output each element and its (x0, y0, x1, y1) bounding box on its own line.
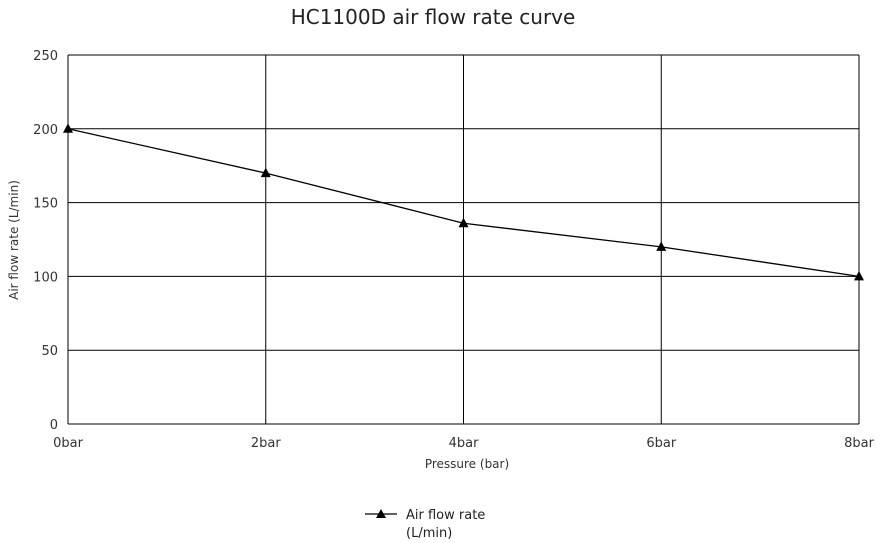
grid-lines (67, 54, 860, 425)
legend-label-line2: (L/min) (406, 526, 452, 541)
x-tick-label-1: 2bar (251, 436, 281, 451)
chart-title: HC1100D air flow rate curve (291, 5, 576, 29)
y-tick-label-1: 50 (41, 344, 58, 359)
y-tick-label-5: 250 (33, 49, 58, 64)
y-tick-label-3: 150 (33, 197, 58, 212)
data-point-8bar (854, 270, 864, 281)
y-axis-label: Air flow rate (L/min) (7, 180, 21, 300)
y-tick-label-4: 200 (33, 123, 58, 138)
x-axis-label: Pressure (bar) (425, 457, 509, 471)
data-point-4bar (458, 217, 469, 228)
series-air-flow-rate (63, 123, 864, 281)
legend-triangle-marker (376, 509, 386, 518)
data-point-0bar (63, 123, 73, 133)
y-tick-label-0: 0 (50, 418, 58, 433)
legend-label-line1: Air flow rate (406, 508, 485, 523)
x-tick-label-4: 8bar (844, 436, 874, 451)
x-tick-label-3: 6bar (646, 436, 676, 451)
x-tick-label-2: 4bar (449, 436, 479, 451)
data-point-6bar (656, 241, 667, 251)
y-axis-ticks: 0 50 100 150 200 250 (33, 49, 58, 433)
y-tick-label-2: 100 (33, 270, 58, 285)
x-tick-label-0: 0bar (53, 436, 83, 451)
legend: Air flow rate (L/min) (365, 508, 485, 541)
x-axis-ticks: 0bar 2bar 4bar 6bar 8bar (53, 436, 874, 451)
data-point-2bar (260, 167, 271, 178)
